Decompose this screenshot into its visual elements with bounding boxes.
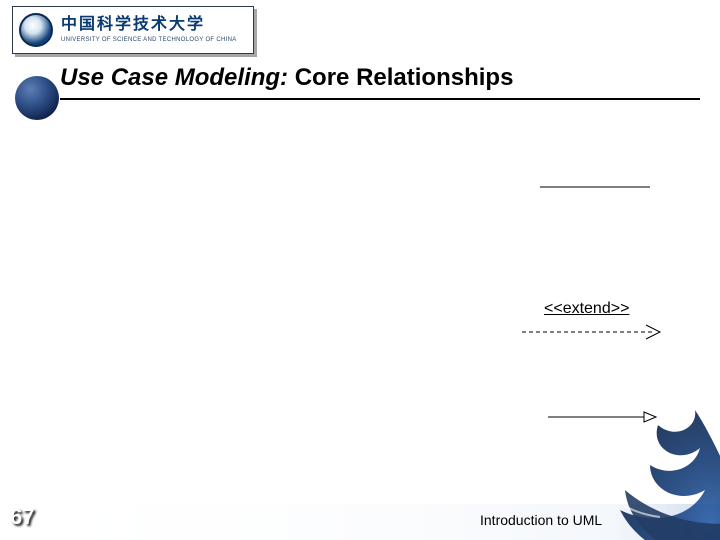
title-bullet-icon <box>15 76 59 120</box>
footer-title: Introduction to UML <box>480 512 602 528</box>
university-name-en: UNIVERSITY OF SCIENCE AND TECHNOLOGY OF … <box>61 37 237 43</box>
university-logo-box: 中国科学技术大学 UNIVERSITY OF SCIENCE AND TECHN… <box>12 6 254 54</box>
slide-page-number: 67 <box>10 504 34 530</box>
slide-title-rest: Core Relationships <box>288 64 513 91</box>
slide-title-bar: Use Case Modeling: Core Relationships <box>60 66 700 100</box>
slide-title: Use Case Modeling: Core Relationships <box>60 64 513 92</box>
university-name-cn: 中国科学技术大学 <box>61 17 237 33</box>
university-logo-text: 中国科学技术大学 UNIVERSITY OF SCIENCE AND TECHN… <box>61 17 237 43</box>
slide-title-italic: Use Case Modeling: <box>60 64 288 91</box>
association-line-notation <box>540 186 650 188</box>
extend-arrow-notation <box>520 322 670 342</box>
university-seal-icon <box>19 13 53 47</box>
extend-stereotype-label: <<extend>> <box>544 300 629 318</box>
